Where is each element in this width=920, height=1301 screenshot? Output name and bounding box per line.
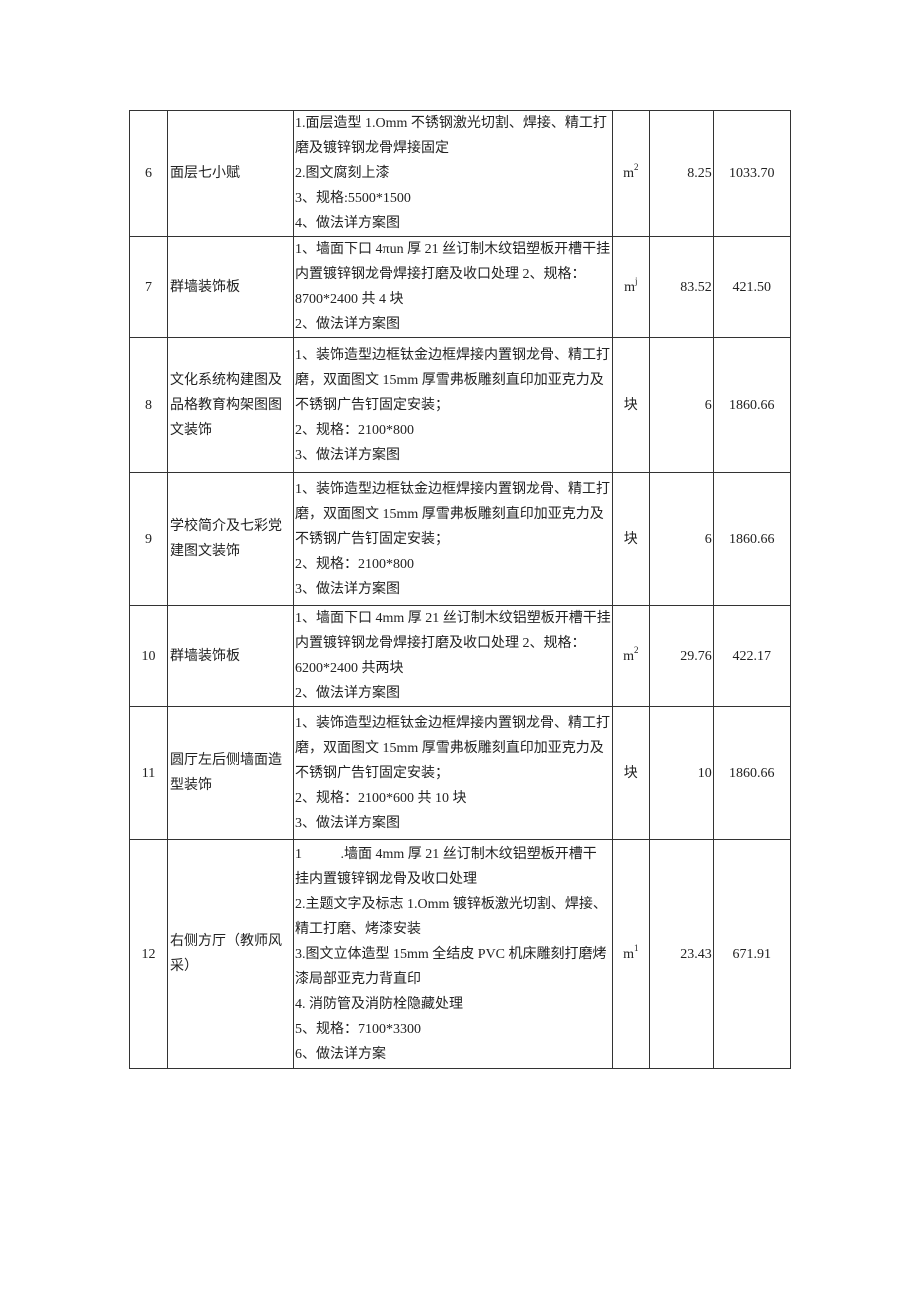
unit: m1 — [611, 839, 650, 1069]
description-line: 不锈钢广告钉固定安装； — [295, 765, 449, 781]
row-number: 8 — [129, 337, 168, 473]
unit-base: m — [624, 279, 635, 295]
description-line: 磨，双面图文 15mm 厚雪弗板雕刻直印加亚克力及 — [295, 372, 604, 388]
unit-price: 422.17 — [712, 605, 791, 707]
unit-base: 块 — [623, 397, 638, 413]
table-row: 10 群墙装饰板 1、墙面下口 4mm 厚 21 丝订制木纹铝塑板开槽干挂 内置镀锌钢… — [129, 605, 791, 707]
table-row: 11 圆厅左后侧墙面造型装饰 1、装饰造型边框钛金边框焊接内置钢龙骨、精工打 磨，双面… — [129, 706, 791, 840]
unit-superscript: 2 — [633, 644, 639, 655]
description-line: 内置镀锌钢龙骨焊接打磨及收口处理 2、规格： — [295, 636, 586, 651]
unit-base: m — [623, 166, 634, 181]
unit-base: 块 — [623, 765, 638, 781]
description-line: 2.主题文字及标志 1.Omm 镀锌板激光切割、焊接、 — [295, 896, 607, 912]
unit-price: 1860.66 — [712, 472, 791, 606]
description-line: 1 .墙面 4mm 厚 21 丝订制木纹铝塑板开槽干 — [295, 846, 597, 862]
description-line: 2、做法详方案图 — [295, 317, 400, 332]
unit-price: 1033.70 — [712, 110, 791, 237]
description-line: 3、规格:5500*1500 — [295, 191, 411, 206]
quotation-table: 6 面层七小赋 1.面层造型 1.Omm 不锈钢激光切割、焊接、精工打 磨及镀锌钢龙骨… — [129, 110, 791, 1069]
item-description: 1、墙面下口 4πun 厚 21 丝订制木纹铝塑板开槽干挂 内置镀锌钢龙骨焊接打磨… — [293, 236, 613, 338]
description-line: 3、做法详方案图 — [295, 581, 400, 597]
description-line: 4. 消防管及消防栓隐藏处理 — [295, 996, 463, 1012]
unit-price: 1860.66 — [712, 706, 791, 840]
table-row: 7 群墙装饰板 1、墙面下口 4πun 厚 21 丝订制木纹铝塑板开槽干挂 内置镀锌钢… — [129, 236, 791, 338]
description-line: 3.图文立体造型 15mm 全结皮 PVC 机床雕刻打磨烤 — [295, 946, 607, 962]
description-line: 1、墙面下口 4πun 厚 21 丝订制木纹铝塑板开槽干挂 — [295, 242, 611, 257]
item-name: 右侧方厅（教师风采） — [167, 839, 294, 1069]
description-line: 3、做法详方案图 — [295, 815, 400, 831]
description-line: 1、墙面下口 4mm 厚 21 丝订制木纹铝塑板开槽干挂 — [295, 611, 611, 626]
unit-base: m — [623, 946, 634, 962]
table-row: 12 右侧方厅（教师风采） 1 .墙面 4mm 厚 21 丝订制木纹铝塑板开槽干 挂内… — [129, 839, 791, 1069]
description-line: 1.面层造型 1.Omm 不锈钢激光切割、焊接、精工打 — [295, 116, 607, 131]
row-number: 9 — [129, 472, 168, 606]
unit-price: 421.50 — [712, 236, 791, 338]
unit: 块 — [611, 337, 650, 473]
unit-superscript: j — [634, 275, 638, 286]
unit-base: m — [623, 648, 634, 664]
unit: m2 — [611, 605, 650, 707]
row-number: 12 — [129, 839, 168, 1069]
unit-price: 1860.66 — [712, 337, 791, 473]
quantity: 83.52 — [648, 236, 714, 338]
description-line: 1、装饰造型边框钛金边框焊接内置钢龙骨、精工打 — [295, 715, 610, 731]
item-description: 1、装饰造型边框钛金边框焊接内置钢龙骨、精工打 磨，双面图文 15mm 厚雪弗板雕… — [293, 706, 613, 840]
quantity: 6 — [648, 337, 714, 473]
row-number: 10 — [129, 605, 168, 707]
description-line: 8700*2400 共 4 块 — [295, 292, 404, 307]
item-description: 1、装饰造型边框钛金边框焊接内置钢龙骨、精工打 磨，双面图文 15mm 厚雪弗板雕… — [293, 337, 613, 473]
item-description: 1.面层造型 1.Omm 不锈钢激光切割、焊接、精工打 磨及镀锌钢龙骨焊接固定 2.… — [293, 110, 613, 237]
description-line: 不锈钢广告钉固定安装； — [295, 531, 449, 547]
unit: mj — [611, 236, 650, 338]
description-line: 6200*2400 共两块 — [295, 661, 404, 676]
unit: m2 — [611, 110, 650, 237]
description-line: 磨，双面图文 15mm 厚雪弗板雕刻直印加亚克力及 — [295, 740, 604, 756]
unit-base: 块 — [623, 531, 638, 547]
description-line: 1、装饰造型边框钛金边框焊接内置钢龙骨、精工打 — [295, 347, 610, 363]
description-line: 挂内置镀锌钢龙骨及收口处理 — [295, 871, 477, 887]
item-name: 群墙装饰板 — [167, 605, 294, 707]
unit-price: 671.91 — [712, 839, 791, 1069]
unit: 块 — [611, 706, 650, 840]
quantity: 29.76 — [648, 605, 714, 707]
item-description: 1 .墙面 4mm 厚 21 丝订制木纹铝塑板开槽干 挂内置镀锌钢龙骨及收口处理 2… — [293, 839, 613, 1069]
quantity: 10 — [648, 706, 714, 840]
item-description: 1、墙面下口 4mm 厚 21 丝订制木纹铝塑板开槽干挂 内置镀锌钢龙骨焊接打磨及… — [293, 605, 613, 707]
item-description: 1、装饰造型边框钛金边框焊接内置钢龙骨、精工打 磨，双面图文 15mm 厚雪弗板雕… — [293, 472, 613, 606]
description-line: 3、做法详方案图 — [295, 447, 400, 463]
row-number: 11 — [129, 706, 168, 840]
unit-superscript: 2 — [633, 162, 639, 172]
description-line: 磨，双面图文 15mm 厚雪弗板雕刻直印加亚克力及 — [295, 506, 604, 522]
description-line: 6、做法详方案 — [295, 1046, 386, 1062]
description-line: 2.图文腐刻上漆 — [295, 166, 390, 181]
description-line: 4、做法详方案图 — [295, 216, 400, 231]
table-row: 8 文化系统构建图及品格教育构架图图文装饰 1、装饰造型边框钛金边框焊接内置钢龙骨、… — [129, 337, 791, 473]
description-line: 精工打磨、烤漆安装 — [295, 921, 421, 937]
description-line: 2、规格：2100*800 — [295, 422, 414, 438]
description-line: 5、规格：7100*3300 — [295, 1021, 421, 1037]
item-name: 文化系统构建图及品格教育构架图图文装饰 — [167, 337, 294, 473]
description-line: 2、做法详方案图 — [295, 686, 400, 701]
description-line: 磨及镀锌钢龙骨焊接固定 — [295, 141, 449, 156]
table-row: 6 面层七小赋 1.面层造型 1.Omm 不锈钢激光切割、焊接、精工打 磨及镀锌钢龙骨… — [129, 110, 791, 237]
description-line: 1、装饰造型边框钛金边框焊接内置钢龙骨、精工打 — [295, 481, 610, 497]
unit-superscript: 1 — [633, 942, 639, 953]
description-line: 2、规格：2100*800 — [295, 556, 414, 572]
table-row: 9 学校简介及七彩党建图文装饰 1、装饰造型边框钛金边框焊接内置钢龙骨、精工打 磨，双… — [129, 472, 791, 606]
description-line: 不锈钢广告钉固定安装； — [295, 397, 449, 413]
item-name: 面层七小赋 — [167, 110, 294, 237]
quantity: 6 — [648, 472, 714, 606]
description-line: 漆局部亚克力背直印 — [295, 971, 421, 987]
description-line: 2、规格：2100*600 共 10 块 — [295, 790, 467, 806]
unit: 块 — [611, 472, 650, 606]
row-number: 6 — [129, 110, 168, 237]
row-number: 7 — [129, 236, 168, 338]
description-line: 内置镀锌钢龙骨焊接打磨及收口处理 2、规格： — [295, 267, 586, 282]
item-name: 圆厅左后侧墙面造型装饰 — [167, 706, 294, 840]
quantity: 23.43 — [648, 839, 714, 1069]
item-name: 学校简介及七彩党建图文装饰 — [167, 472, 294, 606]
quantity: 8.25 — [648, 110, 714, 237]
item-name: 群墙装饰板 — [167, 236, 294, 338]
